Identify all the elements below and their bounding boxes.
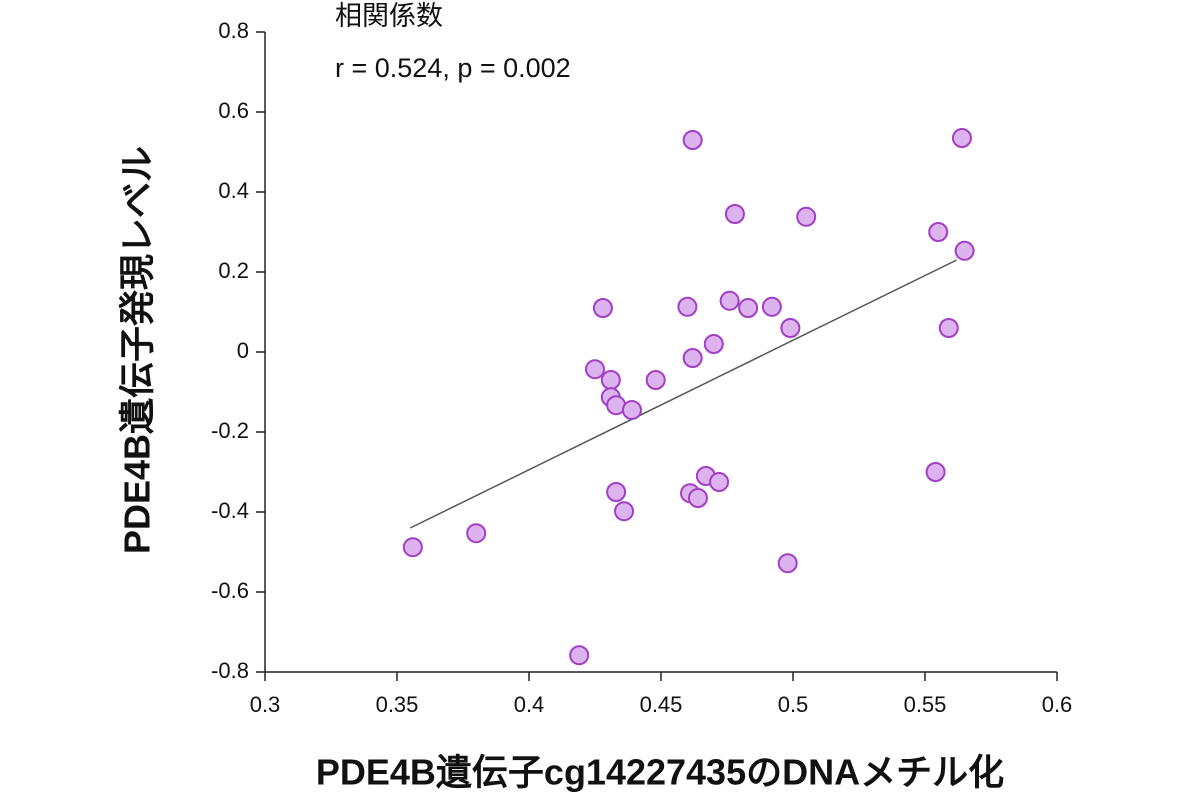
point [796,206,817,227]
annotation: 相関係数 [335,1,443,31]
point [621,400,642,420]
point [954,240,975,261]
point [402,537,423,558]
point [780,318,801,338]
y-tick-label: -0.4 [211,498,249,523]
point [703,334,724,354]
x-tick-label: 0.4 [514,692,545,717]
point [466,523,487,544]
point [614,501,635,522]
point [724,204,745,224]
point [925,462,946,482]
point [761,296,782,317]
x-tick-label: 0.35 [376,692,419,717]
y-tick-label: 0.8 [218,18,249,43]
point [777,553,798,574]
y-tick-label: 0 [237,338,249,363]
trend-line [409,259,958,529]
y-tick-label: -0.6 [211,578,249,603]
y-tick-label: -0.8 [211,658,249,683]
x-tick-label: 0.45 [640,692,683,717]
point [951,128,972,148]
y-tick-label: 0.2 [218,258,249,283]
y-tick-label: 0.6 [218,98,249,123]
x-tick-label: 0.3 [250,692,281,717]
point [600,370,621,390]
point [938,318,959,338]
x-tick-label: 0.55 [904,692,947,717]
point [645,370,666,390]
y-tick-label: 0.4 [218,178,249,203]
point [719,290,740,311]
point [677,296,698,317]
point [687,488,708,508]
y-axis-label: PDE4B遺伝子発現レベル [117,146,158,554]
point [709,472,730,492]
point [592,298,613,318]
point [928,222,949,242]
x-axis-label: PDE4B遺伝子cg14227435のDNAメチル化 [316,752,1004,793]
y-tick-label: -0.2 [211,418,249,443]
point [606,482,627,502]
point [738,298,759,318]
x-tick-label: 0.5 [778,692,809,717]
point [585,359,605,380]
point [569,645,590,666]
point [682,348,703,368]
point [682,130,703,150]
annotation: r = 0.524, p = 0.002 [335,53,571,83]
x-tick-label: 0.6 [1042,692,1073,717]
